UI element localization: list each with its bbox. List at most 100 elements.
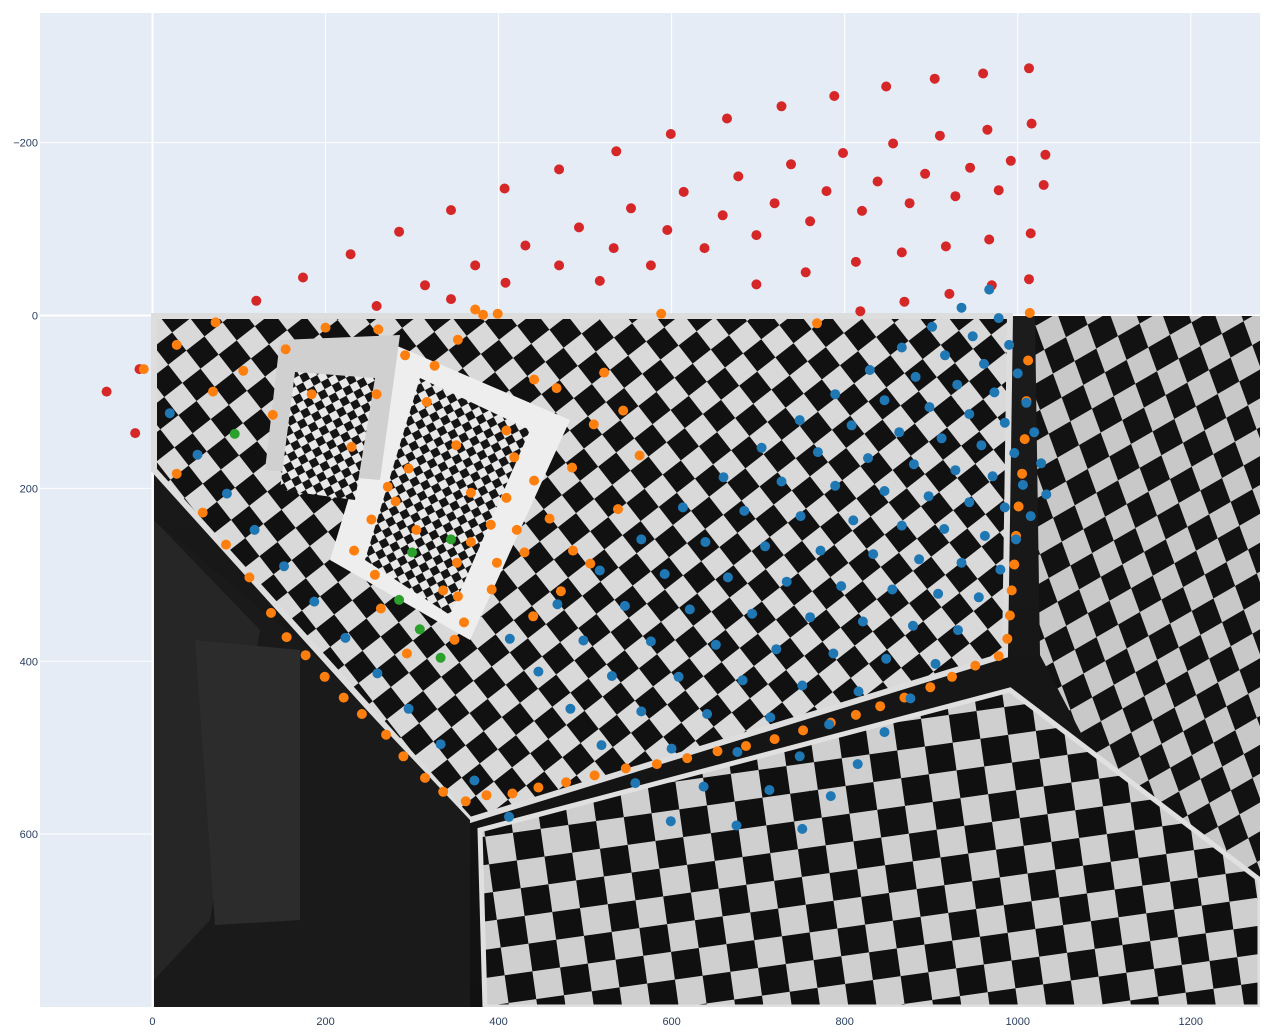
data-point[interactable] [511, 524, 522, 535]
data-point[interactable] [281, 632, 292, 643]
data-point[interactable] [459, 617, 469, 628]
data-point[interactable] [824, 719, 835, 730]
data-point[interactable] [1023, 355, 1034, 366]
data-point[interactable] [776, 476, 787, 487]
data-point[interactable] [394, 594, 405, 605]
data-point[interactable] [438, 585, 449, 596]
data-point[interactable] [266, 607, 276, 618]
data-point[interactable] [852, 759, 863, 770]
data-point[interactable] [875, 701, 886, 712]
data-point[interactable] [976, 440, 987, 451]
data-point[interactable] [830, 480, 841, 491]
data-point[interactable] [492, 308, 503, 319]
data-point[interactable] [751, 279, 762, 290]
data-point[interactable] [554, 260, 565, 271]
data-point[interactable] [896, 342, 907, 353]
data-point[interactable] [939, 524, 950, 534]
data-point[interactable] [984, 284, 995, 295]
data-point[interactable] [771, 644, 782, 655]
data-point[interactable] [899, 296, 910, 307]
data-point[interactable] [908, 459, 919, 470]
data-point[interactable] [371, 301, 382, 311]
data-point[interactable] [881, 81, 892, 92]
data-point[interactable] [446, 534, 456, 545]
data-point[interactable] [769, 198, 780, 209]
data-point[interactable] [229, 428, 240, 439]
data-point[interactable] [1017, 468, 1028, 479]
data-point[interactable] [684, 604, 695, 615]
data-point[interactable] [138, 364, 149, 375]
data-point[interactable] [868, 549, 879, 560]
data-point[interactable] [953, 625, 963, 636]
data-point[interactable] [984, 234, 995, 245]
data-point[interactable] [1019, 434, 1030, 445]
data-point[interactable] [914, 554, 925, 565]
data-point[interactable] [435, 739, 446, 750]
data-point[interactable] [171, 468, 182, 479]
data-point[interactable] [390, 496, 401, 507]
data-point[interactable] [665, 129, 676, 139]
data-point[interactable] [947, 671, 957, 682]
data-point[interactable] [280, 344, 291, 355]
data-point[interactable] [756, 442, 767, 453]
data-point[interactable] [944, 288, 955, 299]
data-point[interactable] [879, 395, 890, 406]
data-point[interactable] [769, 734, 780, 745]
data-point[interactable] [950, 465, 961, 476]
data-point[interactable] [320, 322, 331, 333]
data-point[interactable] [500, 277, 511, 288]
data-point[interactable] [382, 481, 393, 492]
data-point[interactable] [1024, 63, 1034, 74]
data-point[interactable] [171, 339, 182, 350]
data-point[interactable] [825, 791, 836, 802]
data-point[interactable] [934, 130, 945, 141]
data-point[interactable] [927, 321, 938, 332]
data-point[interactable] [613, 504, 623, 515]
data-point[interactable] [933, 588, 944, 599]
data-point[interactable] [857, 616, 868, 627]
data-point[interactable] [888, 138, 899, 149]
data-point[interactable] [993, 313, 1004, 324]
data-point[interactable] [995, 564, 1006, 575]
data-point[interactable] [987, 471, 998, 482]
data-point[interactable] [936, 433, 947, 444]
data-point[interactable] [481, 790, 492, 801]
data-point[interactable] [452, 591, 463, 602]
data-point[interactable] [923, 491, 934, 502]
data-point[interactable] [636, 706, 647, 717]
data-point[interactable] [208, 386, 218, 397]
data-point[interactable] [421, 397, 432, 407]
data-point[interactable] [710, 639, 721, 650]
data-point[interactable] [999, 417, 1010, 428]
data-point[interactable] [529, 475, 540, 486]
data-point[interactable] [565, 703, 576, 714]
data-point[interactable] [999, 502, 1010, 513]
data-point[interactable] [1017, 479, 1028, 490]
data-point[interactable] [794, 751, 805, 762]
data-point[interactable] [760, 541, 771, 552]
data-point[interactable] [1024, 307, 1035, 318]
data-point[interactable] [501, 425, 512, 436]
data-point[interactable] [551, 383, 562, 394]
data-point[interactable] [552, 599, 563, 610]
data-point[interactable] [929, 73, 940, 84]
data-point[interactable] [279, 561, 289, 572]
data-point[interactable] [940, 350, 950, 361]
data-point[interactable] [666, 743, 677, 754]
data-point[interactable] [979, 530, 990, 541]
data-point[interactable] [381, 729, 392, 740]
data-point[interactable] [486, 584, 497, 595]
data-point[interactable] [589, 770, 600, 781]
data-point[interactable] [850, 256, 861, 267]
data-point[interactable] [411, 524, 422, 535]
data-point[interactable] [533, 666, 544, 677]
data-point[interactable] [964, 409, 975, 420]
data-point[interactable] [967, 331, 978, 342]
data-point[interactable] [879, 727, 890, 738]
data-point[interactable] [924, 402, 935, 413]
data-point[interactable] [210, 317, 221, 328]
data-point[interactable] [509, 452, 520, 463]
data-point[interactable] [634, 450, 645, 461]
data-point[interactable] [340, 632, 351, 643]
data-point[interactable] [1009, 448, 1020, 458]
